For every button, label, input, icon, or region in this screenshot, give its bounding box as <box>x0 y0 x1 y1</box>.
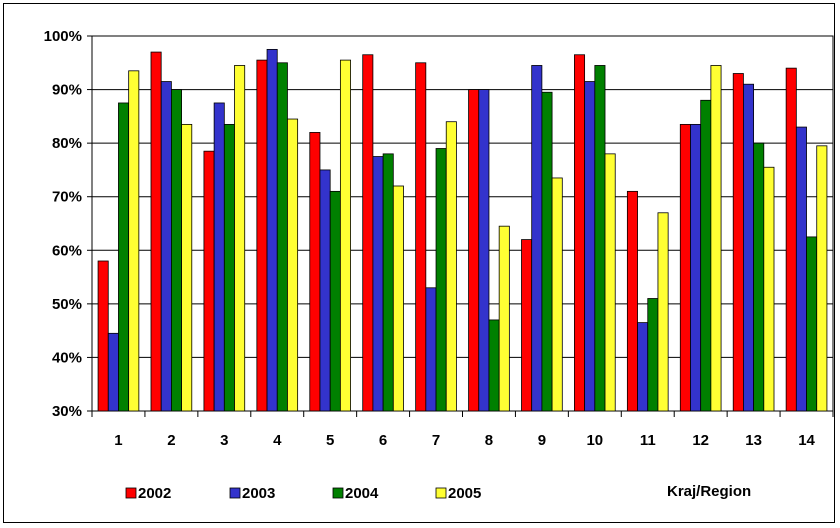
bar-2005-1 <box>128 70 140 412</box>
bar-2002-13 <box>732 73 744 412</box>
bars <box>97 48 828 412</box>
x-tick-label: 4 <box>273 432 282 449</box>
bar-2003-1 <box>107 332 119 412</box>
bar-2005-5 <box>339 59 351 412</box>
bar-2002-10 <box>574 54 586 412</box>
bar-2005-6 <box>392 185 404 412</box>
plot-area <box>91 35 834 412</box>
x-tick-label: 9 <box>538 432 546 449</box>
x-tick-label: 5 <box>326 432 334 449</box>
x-tick-label: 3 <box>220 432 228 449</box>
x-tick-label: 8 <box>485 432 493 449</box>
y-tick-label: 50% <box>52 296 82 313</box>
legend-swatch-2004 <box>332 487 344 499</box>
y-axis-ticks: 30% 40% 50% 60% 70% 80% 90% 100% <box>44 28 92 420</box>
bar-2005-2 <box>181 123 193 412</box>
y-tick-label: 30% <box>52 403 82 420</box>
y-tick-label: 100% <box>44 28 82 45</box>
bar-2005-3 <box>234 65 246 412</box>
legend-label-2003: 2003 <box>242 485 275 502</box>
bar-2002-6 <box>362 54 374 412</box>
legend: 2002 2003 2004 2005 <box>125 485 481 502</box>
bar-2003-4 <box>266 48 278 412</box>
bar-2004-9 <box>541 91 553 412</box>
bar-2002-9 <box>521 239 533 412</box>
y-tick-label: 40% <box>52 349 82 366</box>
bar-2003-3 <box>213 102 225 412</box>
bar-2003-9 <box>531 65 543 412</box>
bar-2002-4 <box>256 59 268 412</box>
bar-2002-1 <box>97 260 109 412</box>
x-tick-label: 12 <box>692 432 709 449</box>
bar-2003-5 <box>319 169 331 412</box>
x-tick-label: 6 <box>379 432 387 449</box>
bar-2004-12 <box>700 99 712 412</box>
bar-2003-6 <box>372 156 384 412</box>
legend-label-2005: 2005 <box>448 485 481 502</box>
bar-2004-1 <box>118 102 130 412</box>
bar-2004-13 <box>753 142 765 412</box>
bar-2005-14 <box>816 145 828 412</box>
legend-swatch-2005 <box>435 487 447 499</box>
bar-2005-13 <box>763 166 775 412</box>
x-tick-label: 10 <box>586 432 603 449</box>
bar-2004-6 <box>382 153 394 412</box>
bar-2002-3 <box>203 150 215 412</box>
bar-2005-12 <box>710 65 722 412</box>
x-axis-ticks: 1 2 3 4 5 6 7 8 9 10 11 12 13 14 <box>91 411 834 449</box>
bar-2003-12 <box>690 123 702 412</box>
bar-2005-4 <box>287 118 299 412</box>
bar-2004-2 <box>170 89 182 412</box>
x-tick-label: 1 <box>114 432 122 449</box>
bar-2002-11 <box>626 190 638 412</box>
x-tick-label: 2 <box>167 432 175 449</box>
bar-2002-5 <box>309 132 321 412</box>
y-tick-label: 90% <box>52 82 82 99</box>
x-tick-label: 13 <box>745 432 762 449</box>
legend-swatch-2002 <box>125 487 137 499</box>
legend-label-2004: 2004 <box>345 485 379 502</box>
bar-2004-10 <box>594 65 606 412</box>
bar-2003-7 <box>425 287 437 412</box>
y-tick-label: 60% <box>52 242 82 259</box>
bar-2005-9 <box>551 177 563 412</box>
x-tick-label: 7 <box>432 432 440 449</box>
bar-2005-11 <box>657 212 669 412</box>
x-tick-label: 11 <box>640 432 656 449</box>
bar-2005-8 <box>498 225 510 412</box>
legend-label-2002: 2002 <box>138 485 171 502</box>
legend-swatch-2003 <box>229 487 241 499</box>
bar-2004-4 <box>276 62 288 412</box>
bar-2004-5 <box>329 190 341 412</box>
bar-2004-7 <box>435 148 447 412</box>
bar-2004-14 <box>806 236 818 412</box>
y-tick-label: 80% <box>52 135 82 152</box>
bar-2004-3 <box>223 123 235 412</box>
y-tick-label: 70% <box>52 189 82 206</box>
x-tick-label: 14 <box>798 432 815 449</box>
bar-2002-12 <box>679 123 691 412</box>
bar-2002-7 <box>415 62 427 412</box>
bar-2005-7 <box>445 121 457 412</box>
bar-2002-2 <box>150 51 162 412</box>
bar-2005-10 <box>604 153 616 412</box>
bar-2003-13 <box>743 83 755 412</box>
bar-2002-8 <box>468 89 480 412</box>
bar-2003-2 <box>160 81 172 412</box>
bar-2004-11 <box>647 298 659 412</box>
x-axis-title: Kraj/Region <box>667 483 751 500</box>
bar-2003-8 <box>478 89 490 412</box>
bar-2003-11 <box>637 322 649 412</box>
bar-2003-14 <box>795 126 807 412</box>
bar-2003-10 <box>584 81 596 412</box>
bar-2002-14 <box>785 67 797 412</box>
bar-2004-8 <box>488 319 500 412</box>
